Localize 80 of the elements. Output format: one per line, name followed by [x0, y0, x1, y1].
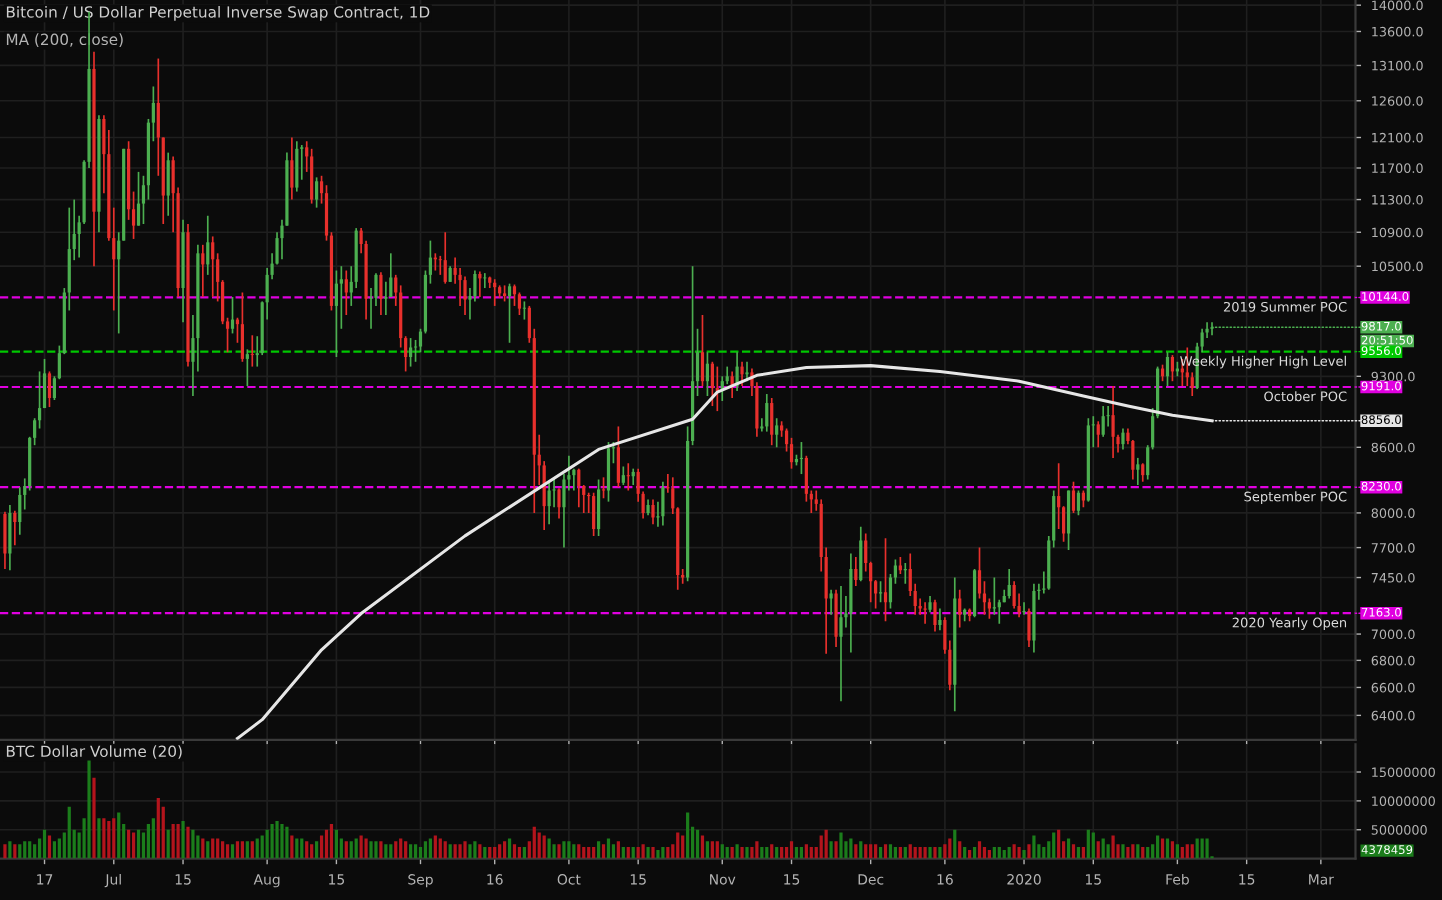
candlestick	[290, 136, 294, 201]
candlestick	[344, 269, 348, 316]
candlestick	[483, 272, 487, 289]
candlestick	[1071, 480, 1076, 514]
candlestick	[3, 510, 7, 570]
candlestick	[230, 296, 235, 335]
candlestick	[522, 300, 526, 321]
candlestick	[775, 417, 779, 449]
candlestick	[211, 235, 215, 298]
candlestick	[1012, 580, 1016, 610]
candlestick	[616, 425, 620, 489]
candlestick	[310, 147, 314, 205]
candlestick	[379, 271, 383, 316]
candlestick	[765, 393, 769, 433]
candlestick	[240, 291, 245, 363]
candlestick	[206, 214, 210, 276]
candlestick	[1007, 568, 1011, 600]
candlestick	[547, 481, 551, 526]
candlestick	[878, 580, 883, 604]
candlestick	[849, 552, 853, 654]
candlestick	[1076, 489, 1081, 517]
candlestick	[18, 486, 22, 536]
candlestick	[661, 480, 665, 527]
candlestick	[799, 441, 804, 475]
candlestick	[47, 370, 52, 408]
candlestick	[621, 465, 625, 486]
candlestick	[972, 568, 977, 619]
candlestick	[606, 441, 611, 503]
candlestick	[700, 314, 705, 387]
candlestick	[958, 588, 962, 629]
candlestick	[789, 437, 794, 470]
candlestick	[384, 281, 388, 316]
candlestick	[938, 607, 942, 632]
candlestick	[829, 588, 833, 616]
candlestick	[315, 176, 319, 209]
candlestick	[596, 478, 601, 537]
candlestick	[1096, 420, 1100, 449]
candlestick	[517, 291, 522, 316]
candlestick	[770, 397, 774, 447]
candlestick	[1027, 607, 1031, 648]
candlestick	[1066, 489, 1071, 551]
candlestick	[1170, 354, 1175, 383]
candlestick	[408, 337, 413, 368]
candlestick	[136, 171, 141, 227]
candlestick	[740, 360, 744, 387]
candlestick	[1111, 385, 1115, 459]
candlestick	[992, 576, 996, 616]
candlestick	[839, 585, 843, 703]
candlestick	[334, 269, 338, 358]
candlestick	[735, 351, 739, 392]
candlestick	[705, 351, 710, 397]
candlestick	[512, 283, 517, 307]
candlestick	[883, 537, 888, 623]
candlestick	[201, 244, 205, 298]
candlestick	[651, 498, 655, 526]
candlestick	[1121, 427, 1125, 451]
candlestick	[834, 588, 838, 648]
candlestick	[854, 556, 858, 587]
candlestick	[463, 275, 467, 316]
candlestick	[13, 509, 17, 547]
candlestick	[1141, 462, 1145, 483]
candlestick	[577, 467, 581, 509]
candlestick	[250, 334, 254, 368]
candlestick	[933, 598, 937, 633]
candlestick	[592, 491, 596, 537]
candlestick	[507, 282, 512, 344]
candlestick	[923, 601, 927, 625]
candlestick	[1165, 351, 1170, 387]
candlestick	[557, 487, 561, 520]
candlestick	[1136, 457, 1140, 486]
candlestick	[8, 504, 12, 572]
candlestick	[443, 231, 447, 285]
candlestick	[601, 476, 606, 500]
candlestick	[1101, 405, 1105, 438]
candlestick	[710, 360, 714, 407]
candlestick	[295, 140, 299, 193]
candlestick	[859, 525, 863, 583]
candlestick	[166, 151, 170, 217]
candlestick	[1022, 601, 1026, 616]
candlestick	[245, 348, 249, 387]
